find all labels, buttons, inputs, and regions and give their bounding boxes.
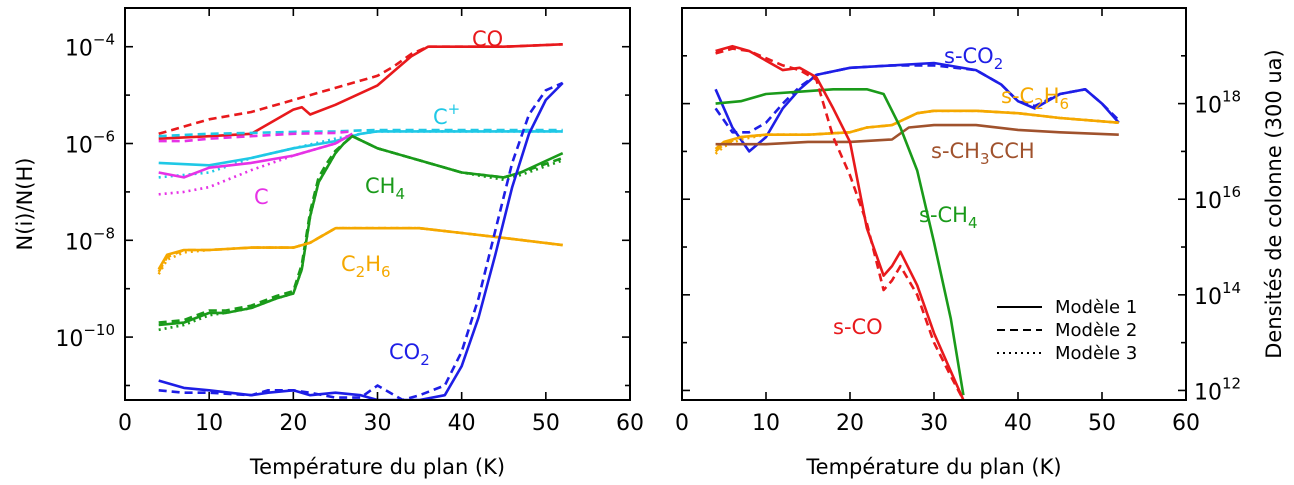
legend-label: Modèle 2 xyxy=(1055,320,1137,341)
line-co-model1 xyxy=(158,43,563,140)
series-label-c: C+ xyxy=(433,100,460,129)
x-tick-label: 60 xyxy=(616,411,644,436)
line-c-model3 xyxy=(158,130,563,179)
series-label-s-co: s-CO xyxy=(833,315,883,339)
y-tick-label: 1018 xyxy=(1194,88,1241,119)
series-label-s-c-h: s-C2H6 xyxy=(1001,84,1069,113)
series-label-co: CO2 xyxy=(389,340,430,369)
left-curves xyxy=(157,43,564,400)
line-c-h-model3 xyxy=(157,226,563,275)
y-tick-label: 10−6 xyxy=(65,128,115,159)
legend-label: Modèle 1 xyxy=(1055,297,1137,318)
series-label-s-ch: s-CH4 xyxy=(919,203,978,232)
x-tick-label: 50 xyxy=(1088,411,1116,436)
series-label-co: CO xyxy=(472,27,503,51)
right-y-axis-label: Densités de colonne (300 ua) xyxy=(1262,49,1286,358)
y-tick-label: 1012 xyxy=(1194,374,1241,405)
line-c-model3 xyxy=(158,132,353,196)
line-s-c-h-model2 xyxy=(714,109,1119,153)
right-panel: 0 10 20 30 40 50 60 1018 1016 1014 1012 Température… xyxy=(675,7,1286,479)
y-tick-label: 1014 xyxy=(1194,279,1241,310)
line-c-model1 xyxy=(158,130,563,167)
x-tick-label: 30 xyxy=(364,411,392,436)
x-tick-label: 40 xyxy=(448,411,476,436)
right-x-axis-label: Température du plan (K) xyxy=(805,455,1061,479)
x-tick-label: 20 xyxy=(279,411,307,436)
y-tick-label: 10−10 xyxy=(55,321,115,352)
line-s-co-model1 xyxy=(715,44,965,400)
line-co-model2 xyxy=(158,81,564,400)
x-tick-label: 10 xyxy=(195,411,223,436)
line-c-model1 xyxy=(158,132,353,179)
series-label-c-h: C2H6 xyxy=(341,252,391,281)
y-tick-label: 10−8 xyxy=(65,224,115,255)
y-tick-label: 1016 xyxy=(1194,183,1241,214)
right-curves xyxy=(714,44,1120,400)
x-tick-label: 50 xyxy=(532,411,560,436)
series-label-ch: CH4 xyxy=(365,174,405,203)
left-panel: 0 10 20 30 40 50 60 10−4 10−6 10−8 10−10 Températur… xyxy=(13,7,644,479)
line-s-ch-model1 xyxy=(715,88,965,396)
left-x-axis-label: Température du plan (K) xyxy=(249,455,505,479)
x-tick-label: 20 xyxy=(836,411,864,436)
x-tick-label: 0 xyxy=(675,411,689,436)
line-co-model2 xyxy=(158,43,563,136)
line-s-c-h-model3 xyxy=(714,109,1119,155)
left-plot-frame xyxy=(124,7,631,401)
x-tick-label: 0 xyxy=(118,411,132,436)
x-tick-label: 60 xyxy=(1172,411,1200,436)
line-c-model2 xyxy=(158,130,353,143)
y-tick-label: 10−4 xyxy=(65,31,115,62)
x-tick-label: 40 xyxy=(1004,411,1032,436)
line-s-co-model2 xyxy=(715,47,965,400)
line-s-ch-cch-model1 xyxy=(715,123,1119,146)
x-tick-label: 30 xyxy=(920,411,948,436)
x-tick-label: 10 xyxy=(752,411,780,436)
series-label-s-co: s-CO2 xyxy=(944,44,1003,73)
line-c-model2 xyxy=(158,128,563,138)
line-s-co-model1 xyxy=(714,61,1120,153)
left-y-axis-label: N(i)/N(H) xyxy=(13,158,37,251)
series-label-c: C xyxy=(254,185,269,209)
legend-label: Modèle 3 xyxy=(1055,343,1137,364)
line-ch-model3 xyxy=(158,134,564,332)
series-label-s-ch-cch: s-CH3CCH xyxy=(931,139,1035,168)
